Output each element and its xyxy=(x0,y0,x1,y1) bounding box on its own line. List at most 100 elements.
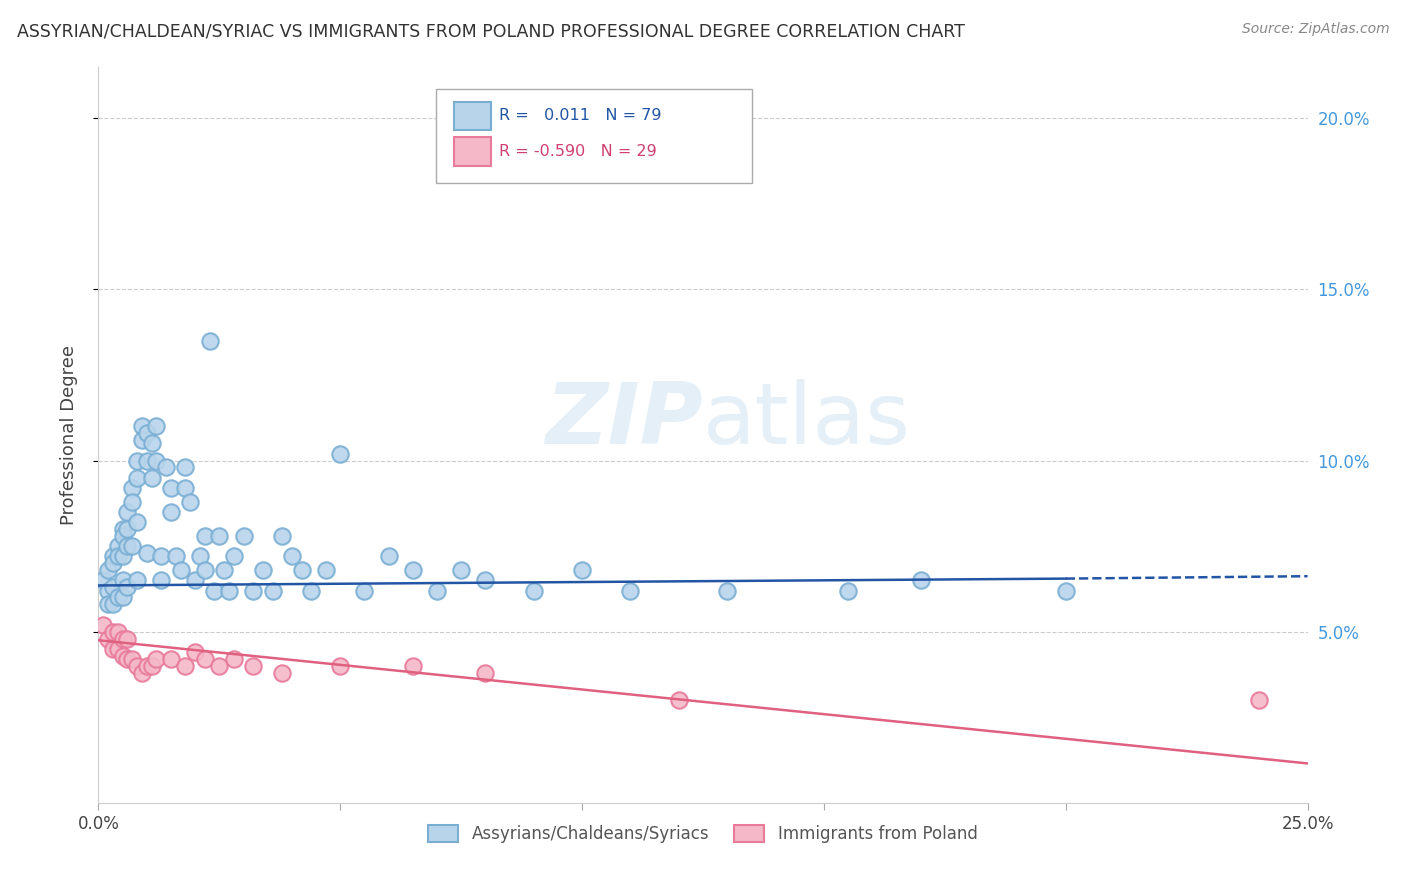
Point xyxy=(127,659,149,673)
Legend: Assyrians/Chaldeans/Syriacs, Immigrants from Poland: Assyrians/Chaldeans/Syriacs, Immigrants … xyxy=(422,818,984,850)
Point xyxy=(141,470,163,484)
Text: R =   0.011   N = 79: R = 0.011 N = 79 xyxy=(499,109,662,123)
Point xyxy=(174,460,197,475)
Text: ZIP: ZIP xyxy=(546,378,703,462)
Point xyxy=(121,481,143,495)
Point xyxy=(402,659,425,673)
Point xyxy=(117,632,139,646)
Point xyxy=(111,549,134,564)
Point xyxy=(1054,583,1077,598)
Point xyxy=(184,574,207,588)
Text: ASSYRIAN/CHALDEAN/SYRIAC VS IMMIGRANTS FROM POLAND PROFESSIONAL DEGREE CORRELATI: ASSYRIAN/CHALDEAN/SYRIAC VS IMMIGRANTS F… xyxy=(17,22,965,40)
Point xyxy=(208,529,231,543)
Point xyxy=(329,659,352,673)
Point xyxy=(222,549,245,564)
Point xyxy=(131,665,153,680)
Point xyxy=(1249,693,1271,707)
Point xyxy=(194,563,217,577)
Point xyxy=(450,563,472,577)
Point xyxy=(91,574,114,588)
Point xyxy=(127,453,149,467)
Point xyxy=(145,453,167,467)
Point xyxy=(135,453,157,467)
Point xyxy=(353,583,375,598)
Point xyxy=(160,505,183,519)
Point xyxy=(107,549,129,564)
Point xyxy=(198,334,221,348)
Point xyxy=(174,481,197,495)
Point xyxy=(252,563,274,577)
Point xyxy=(97,597,120,611)
Point xyxy=(837,583,859,598)
Point xyxy=(131,433,153,447)
Point xyxy=(150,549,173,564)
Point xyxy=(165,549,187,564)
Point xyxy=(474,665,496,680)
Point xyxy=(111,632,134,646)
Point xyxy=(194,652,217,666)
Point xyxy=(188,549,211,564)
Point xyxy=(91,617,114,632)
Point xyxy=(329,447,352,461)
Point xyxy=(117,522,139,536)
Point xyxy=(204,583,226,598)
Point xyxy=(107,641,129,656)
Point xyxy=(107,591,129,605)
Text: R = -0.590   N = 29: R = -0.590 N = 29 xyxy=(499,145,657,159)
Point xyxy=(299,583,322,598)
Point xyxy=(135,659,157,673)
Point xyxy=(107,539,129,553)
Point xyxy=(111,591,134,605)
Text: Source: ZipAtlas.com: Source: ZipAtlas.com xyxy=(1241,22,1389,37)
Point xyxy=(194,529,217,543)
Point xyxy=(262,583,284,598)
Point xyxy=(145,419,167,434)
Text: atlas: atlas xyxy=(703,378,911,462)
Point xyxy=(97,563,120,577)
Point xyxy=(141,659,163,673)
Point xyxy=(150,574,173,588)
Point xyxy=(107,624,129,639)
Point xyxy=(101,556,124,570)
Point xyxy=(208,659,231,673)
Point xyxy=(145,652,167,666)
Point xyxy=(184,645,207,659)
Point xyxy=(910,574,932,588)
Point xyxy=(117,580,139,594)
Point xyxy=(101,624,124,639)
Point xyxy=(716,583,738,598)
Point xyxy=(315,563,337,577)
Point xyxy=(160,652,183,666)
Point xyxy=(101,641,124,656)
Point xyxy=(169,563,191,577)
Point xyxy=(117,539,139,553)
Point xyxy=(117,505,139,519)
Point xyxy=(377,549,399,564)
Point xyxy=(212,563,235,577)
Point xyxy=(101,597,124,611)
Point xyxy=(232,529,254,543)
Point xyxy=(101,580,124,594)
Point xyxy=(135,426,157,441)
Point xyxy=(218,583,240,598)
Point xyxy=(179,494,201,508)
Point xyxy=(135,546,157,560)
Point xyxy=(619,583,641,598)
Point xyxy=(121,539,143,553)
Point xyxy=(426,583,449,598)
Point xyxy=(117,652,139,666)
Y-axis label: Professional Degree: Professional Degree xyxy=(59,345,77,524)
Point xyxy=(174,659,197,673)
Point xyxy=(111,648,134,663)
Point xyxy=(242,583,264,598)
Point xyxy=(668,693,690,707)
Point xyxy=(402,563,425,577)
Point xyxy=(281,549,304,564)
Point xyxy=(290,563,312,577)
Point xyxy=(160,481,183,495)
Point xyxy=(97,632,120,646)
Point xyxy=(111,522,134,536)
Point xyxy=(111,574,134,588)
Point xyxy=(121,652,143,666)
Point xyxy=(571,563,593,577)
